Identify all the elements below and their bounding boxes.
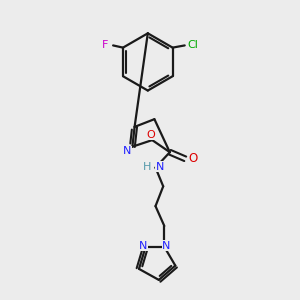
Text: H: H: [142, 161, 151, 172]
Text: N: N: [139, 241, 148, 251]
Text: O: O: [188, 152, 198, 165]
Text: N: N: [156, 161, 164, 172]
Text: N: N: [123, 146, 131, 156]
Text: O: O: [147, 130, 155, 140]
Text: F: F: [102, 40, 109, 50]
Text: N: N: [162, 241, 171, 251]
Text: Cl: Cl: [187, 40, 198, 50]
